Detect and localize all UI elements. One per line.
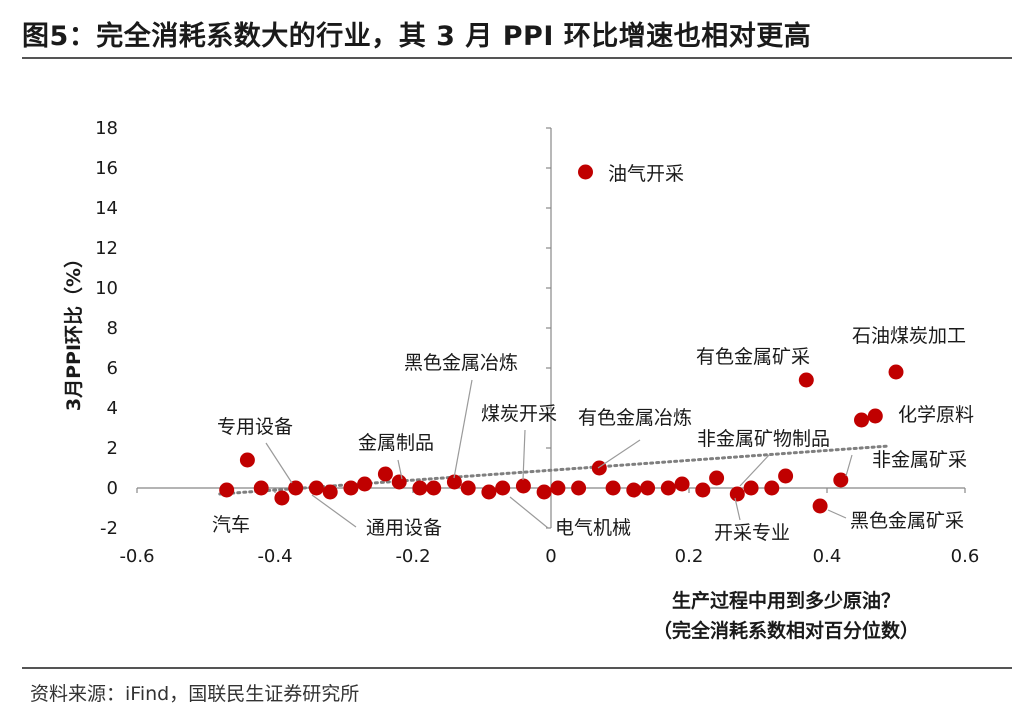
annotation-label: 非金属矿采 xyxy=(872,449,967,471)
annotation-label: 化学原料 xyxy=(898,404,974,426)
data-point xyxy=(660,480,676,496)
annotation-label: 油气开采 xyxy=(608,163,684,185)
data-point xyxy=(778,468,794,484)
y-tick-label: 18 xyxy=(95,118,118,139)
y-tick-label: 8 xyxy=(107,318,118,339)
data-point xyxy=(343,480,359,496)
y-tick-label: 14 xyxy=(95,198,118,219)
data-point xyxy=(674,476,690,492)
data-point xyxy=(391,474,407,490)
annotation-label: 金属制品 xyxy=(358,432,434,454)
annotation-label: 黑色金属矿采 xyxy=(850,510,964,532)
data-point xyxy=(709,470,725,486)
y-tick-label: 0 xyxy=(107,478,118,499)
y-tick-label: 6 xyxy=(107,358,118,379)
annotation-label: 有色金属冶炼 xyxy=(578,407,692,429)
y-tick-label: 4 xyxy=(107,398,118,419)
trendline-group xyxy=(218,444,891,496)
footer-divider xyxy=(22,667,1012,669)
y-axis-label: 3月PPI环比（%） xyxy=(62,249,85,411)
annotation-label: 电气机械 xyxy=(555,517,631,539)
annotation-label: 黑色金属冶炼 xyxy=(404,352,518,374)
data-point xyxy=(640,480,656,496)
data-point xyxy=(626,482,642,498)
annotation-leader xyxy=(739,453,771,487)
data-point xyxy=(239,452,255,468)
annotation-leader xyxy=(597,439,641,469)
data-point xyxy=(798,372,814,388)
trendline xyxy=(218,444,891,496)
x-tick-label: 0 xyxy=(545,546,556,567)
annotation-leader xyxy=(509,496,549,529)
data-point xyxy=(308,480,324,496)
y-tick-label: -2 xyxy=(100,518,118,539)
data-point xyxy=(412,480,428,496)
data-point xyxy=(591,460,607,476)
title-divider xyxy=(22,57,1012,59)
annotation-leader xyxy=(265,442,293,484)
data-point xyxy=(764,480,780,496)
annotation-leader xyxy=(453,379,473,479)
annotation-label: 汽车 xyxy=(212,514,250,536)
data-point xyxy=(219,482,235,498)
x-tick-label: 0.6 xyxy=(951,546,980,567)
chart-title: 图5：完全消耗系数大的行业，其 3 月 PPI 环比增速也相对更高 xyxy=(22,21,812,52)
source-note: 资料来源：iFind，国联民生证券研究所 xyxy=(30,683,360,705)
data-point xyxy=(288,480,304,496)
data-point xyxy=(495,480,511,496)
annotation-label: 非金属矿物制品 xyxy=(697,428,830,450)
annotation-leader xyxy=(734,497,741,521)
y-tick-label: 10 xyxy=(95,278,118,299)
annotation-label: 石油煤炭加工 xyxy=(852,325,966,347)
data-point xyxy=(536,484,552,500)
annotation-label: 专用设备 xyxy=(217,416,293,438)
data-point xyxy=(578,164,593,180)
annotation-label: 开采专业 xyxy=(714,522,790,544)
annotation-leader xyxy=(845,454,853,477)
data-point xyxy=(743,480,759,496)
annotation-label: 煤炭开采 xyxy=(481,403,557,425)
x-tick-label: 0.4 xyxy=(813,546,842,567)
data-point xyxy=(550,480,566,496)
x-tick-label: -0.4 xyxy=(257,546,292,567)
x-tick-label: -0.6 xyxy=(119,546,154,567)
y-tick-label: 16 xyxy=(95,158,118,179)
x-axis-label-line1: 生产过程中用到多少原油？ xyxy=(672,589,900,612)
data-point xyxy=(812,498,828,514)
data-points xyxy=(219,164,904,514)
annotation-leader xyxy=(311,494,357,528)
x-tick-label: -0.2 xyxy=(395,546,430,567)
data-point xyxy=(695,482,711,498)
annotation-leader xyxy=(522,429,526,481)
data-point xyxy=(571,480,587,496)
annotation-leader xyxy=(397,459,403,480)
x-axis-label-line2: （完全消耗系数相对百分位数） xyxy=(653,619,919,642)
annotation-leader xyxy=(827,509,847,519)
data-point xyxy=(515,478,531,494)
data-point xyxy=(274,490,290,506)
x-tick-label: 0.2 xyxy=(675,546,704,567)
data-point xyxy=(377,466,393,482)
data-point xyxy=(605,480,621,496)
data-point xyxy=(426,480,442,496)
data-point xyxy=(460,480,476,496)
data-point xyxy=(446,474,462,490)
y-tick-label: 12 xyxy=(95,238,118,259)
data-point xyxy=(481,484,497,500)
data-point xyxy=(253,480,269,496)
data-point xyxy=(888,364,904,380)
annotation-label: 通用设备 xyxy=(366,517,442,539)
data-point xyxy=(322,484,338,500)
data-point xyxy=(867,408,883,424)
data-point xyxy=(833,472,849,488)
y-tick-label: 2 xyxy=(107,438,118,459)
data-point xyxy=(357,476,373,492)
chart-axes: -2 0 2 4 6 8 10 12 14 16 18 -0.6 -0.4 -0.2 0 0.2 0.4 0.6 xyxy=(95,118,979,567)
data-point xyxy=(854,412,869,428)
data-point xyxy=(729,486,745,502)
annotation-label: 有色金属矿采 xyxy=(696,346,810,368)
